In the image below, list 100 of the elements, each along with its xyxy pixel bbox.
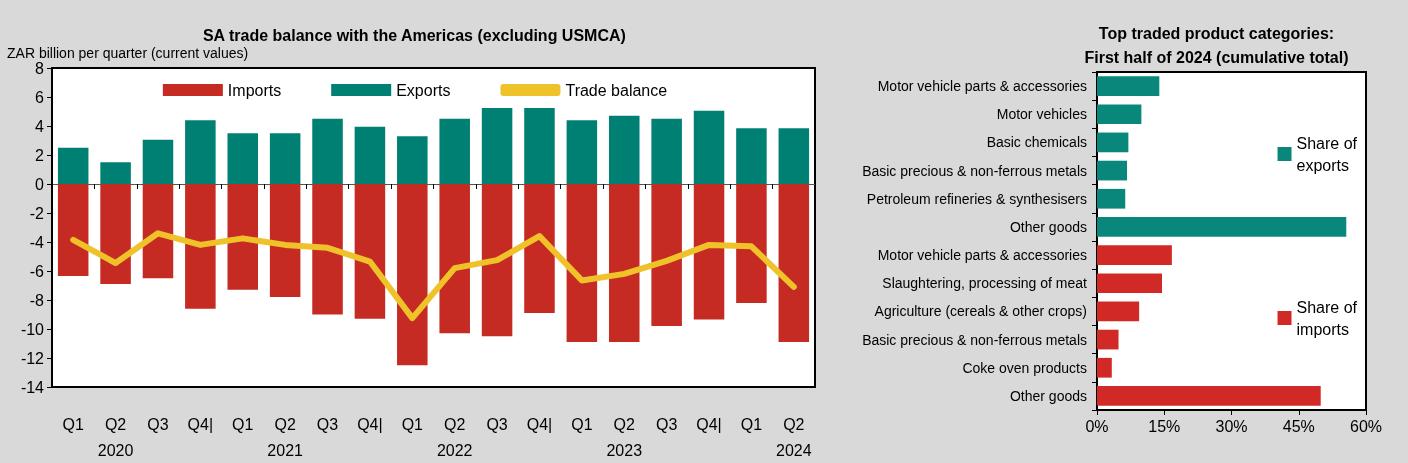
y-tick-label: Basic precious & non-ferrous metals	[862, 331, 1087, 348]
bar	[269, 184, 301, 298]
bar	[1097, 301, 1140, 322]
bar	[693, 184, 725, 320]
bar	[778, 184, 810, 343]
y-tick-label: -14	[20, 378, 45, 396]
bar	[736, 184, 767, 303]
x-tick-label: Q4|	[696, 415, 722, 433]
bar	[100, 162, 131, 184]
x-tick-label: 60%	[1349, 417, 1383, 435]
x-tick-label: 15%	[1148, 417, 1181, 435]
bar	[269, 133, 301, 184]
x-tick-label: Q1	[571, 415, 593, 433]
x-tick-label: 45%	[1282, 417, 1315, 435]
x-tick-label: Q4|	[357, 415, 383, 433]
y-tick-label: Motor vehicle parts & accessories	[877, 78, 1087, 95]
x-tick-label: Q2 2021	[267, 415, 304, 459]
bar	[524, 184, 555, 314]
bar	[651, 184, 682, 327]
bar	[1097, 329, 1119, 350]
x-tick-label: Q4|	[526, 415, 553, 433]
x-tick-label: Q1	[740, 415, 763, 433]
bar	[439, 184, 470, 334]
bar	[481, 107, 513, 184]
bar	[312, 118, 343, 184]
bar	[354, 184, 386, 319]
x-tick-label: Q2 2023	[606, 415, 643, 459]
bar	[142, 184, 174, 279]
bar	[185, 184, 216, 309]
bar	[566, 120, 598, 184]
bar	[524, 107, 555, 184]
bar	[185, 120, 216, 184]
bar	[397, 184, 428, 366]
bar	[651, 118, 682, 184]
bar	[608, 115, 640, 184]
bar	[693, 110, 725, 184]
y-tick-label: Petroleum refineries & synthesisers	[866, 190, 1087, 207]
x-tick-label: Q3	[316, 415, 339, 433]
bar	[1097, 76, 1160, 96]
y-axis-title: ZAR billion per quarter (current values)	[7, 45, 249, 61]
y-tick-label: Other goods	[1009, 218, 1087, 235]
chart-title: SA trade balance with the Americas (excluding USMCA)	[202, 26, 626, 44]
y-tick-label: -12	[20, 349, 45, 367]
bar	[227, 184, 259, 290]
legend-label: Share of exports	[1296, 134, 1358, 174]
bar	[1097, 104, 1142, 125]
y-tick-label: -4	[29, 233, 45, 251]
x-tick-label: Q2 2020	[97, 415, 134, 459]
y-tick-label: Basic precious & non-ferrous metals	[862, 162, 1087, 179]
y-tick-label: -6	[29, 262, 45, 280]
y-tick-label: Basic chemicals	[986, 134, 1087, 151]
x-tick-label: Q3	[147, 415, 169, 433]
y-tick-label: Slaughtering, processing of meat	[882, 275, 1088, 292]
bar	[397, 136, 428, 184]
x-tick-label: 0%	[1085, 417, 1109, 435]
bar	[1097, 132, 1129, 153]
x-tick-label: Q1	[401, 415, 424, 433]
bar	[227, 133, 259, 184]
x-tick-label: Q3	[655, 415, 678, 433]
bar	[736, 128, 767, 184]
chart-title: Top traded product categories: First half of 2024 (cumulative total)	[1084, 24, 1349, 66]
bar	[1097, 245, 1172, 265]
x-tick-label: Q2 2022	[436, 415, 473, 459]
bar	[1097, 160, 1128, 181]
y-tick-label: 6	[35, 88, 45, 106]
legend-label: Trade balance	[565, 81, 668, 99]
legend-label: Share of imports	[1296, 298, 1358, 338]
x-tick-label: Q1	[62, 415, 84, 433]
bar	[1097, 386, 1321, 406]
bar	[608, 184, 640, 343]
y-tick-label: 8	[35, 59, 45, 77]
x-tick-label: Q2 2024	[776, 415, 812, 459]
bar	[566, 184, 598, 343]
x-tick-label: Q3	[486, 415, 508, 433]
bar	[1097, 217, 1347, 237]
bar	[57, 147, 89, 184]
bar	[142, 139, 174, 184]
y-tick-label: 4	[35, 117, 45, 135]
bar	[354, 126, 386, 184]
bar	[312, 184, 343, 315]
x-tick-label: Q1	[232, 415, 254, 433]
bar	[439, 118, 470, 184]
y-tick-label: 0	[35, 175, 45, 193]
y-tick-label: 2	[35, 146, 45, 164]
legend-label: Imports	[227, 81, 282, 99]
y-tick-label: Coke oven products	[962, 359, 1087, 376]
y-tick-label: Agriculture (cereals & other crops)	[874, 303, 1087, 320]
bar	[1097, 188, 1126, 209]
y-tick-label: -2	[29, 204, 45, 222]
y-tick-label: Other goods	[1009, 387, 1087, 404]
y-tick-label: Motor vehicles	[996, 106, 1087, 123]
x-tick-label: Q4|	[187, 415, 214, 433]
bar	[1097, 357, 1112, 378]
bar	[1097, 273, 1163, 294]
bar	[57, 184, 89, 277]
x-tick-label: 30%	[1215, 417, 1248, 435]
legend-label: Exports	[396, 81, 451, 99]
y-tick-label: -8	[29, 291, 45, 309]
bar	[100, 184, 131, 285]
bar	[778, 128, 810, 184]
